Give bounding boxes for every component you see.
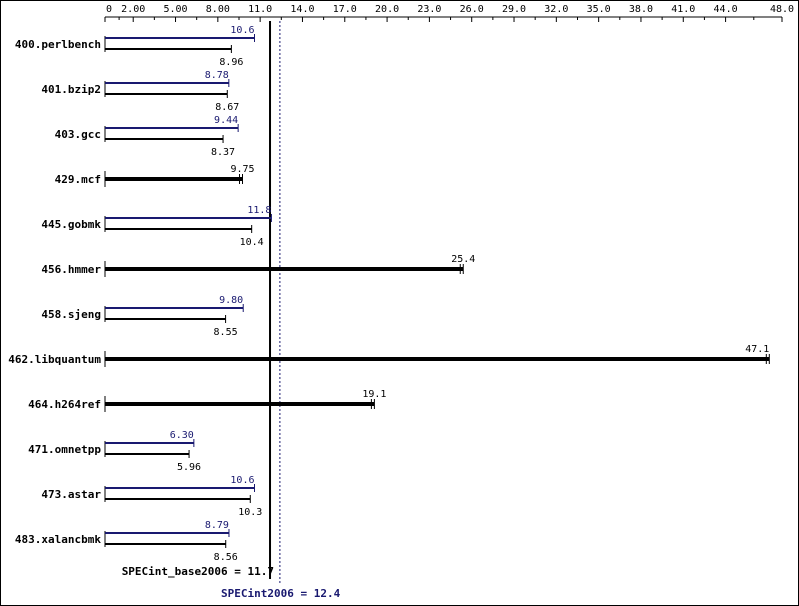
- reference-label-base: SPECint_base2006 = 11.7: [122, 565, 274, 578]
- benchmark-label: 429.mcf: [55, 173, 101, 186]
- bar-base-label: 10.3: [238, 507, 262, 518]
- bar-peak-label: 9.80: [219, 295, 243, 306]
- bar-peak-label: 11.8: [247, 205, 271, 216]
- x-tick-label: 35.0: [587, 4, 611, 15]
- x-tick-label: 38.0: [629, 4, 653, 15]
- bar-peak-label: 8.78: [205, 70, 229, 81]
- labels: SPECint_base2006 = 11.7 SPECint2006 = 12.…: [8, 25, 769, 600]
- benchmark-label: 462.libquantum: [8, 353, 101, 366]
- bar-peak-label: 8.79: [205, 520, 229, 531]
- benchmark-label: 464.h264ref: [28, 398, 101, 411]
- benchmark-label: 458.sjeng: [41, 308, 101, 321]
- bar-base-label: 9.75: [230, 164, 254, 175]
- benchmark-label: 445.gobmk: [41, 218, 101, 231]
- benchmark-label: 403.gcc: [55, 128, 101, 141]
- x-tick-label: 41.0: [671, 4, 695, 15]
- x-tick-label: 14.0: [290, 4, 314, 15]
- reference-lines: [269, 21, 281, 584]
- bar-base-label: 8.37: [211, 147, 235, 158]
- x-axis: 0 2.00 5.00 8.00 11.0 14.0 17.0 20.0 23.0 26.0 29.…: [104, 4, 794, 22]
- x-tick-label: 2.00: [121, 4, 145, 15]
- bar-base-label: 8.55: [214, 327, 238, 338]
- x-tick-label: 48.0: [770, 4, 794, 15]
- bar-base-label: 19.1: [362, 389, 386, 400]
- x-tick-label: 17.0: [333, 4, 357, 15]
- benchmark-label: 400.perlbench: [15, 38, 101, 51]
- benchmark-label: 473.astar: [41, 488, 101, 501]
- bar-base-label: 8.96: [219, 57, 243, 68]
- benchmark-label: 483.xalancbmk: [15, 533, 101, 546]
- bar-peak-label: 10.6: [230, 25, 254, 36]
- x-tick-label: 44.0: [714, 4, 738, 15]
- x-tick-label: 11.0: [248, 4, 272, 15]
- bar-peak-label: 9.44: [214, 115, 238, 126]
- bar-base-label: 47.1: [745, 344, 769, 355]
- x-tick-label: 29.0: [502, 4, 526, 15]
- bar-peak-label: 6.30: [170, 430, 194, 441]
- x-tick-label: 8.00: [206, 4, 230, 15]
- benchmark-label: 401.bzip2: [41, 83, 101, 96]
- benchmark-label: 471.omnetpp: [28, 443, 101, 456]
- bar-base-label: 8.56: [214, 552, 238, 563]
- bar-base-label: 25.4: [451, 254, 475, 265]
- x-tick-label: 32.0: [544, 4, 568, 15]
- bar-base-label: 8.67: [215, 102, 239, 113]
- bar-base-label: 10.4: [240, 237, 264, 248]
- bar-peak-label: 10.6: [230, 475, 254, 486]
- bar-base-label: 5.96: [177, 462, 201, 473]
- x-tick-label: 20.0: [375, 4, 399, 15]
- bars: [104, 34, 770, 548]
- x-tick-label: 26.0: [460, 4, 484, 15]
- x-tick-label: 23.0: [417, 4, 441, 15]
- x-tick-label: 5.00: [163, 4, 187, 15]
- benchmark-label: 456.hmmer: [41, 263, 101, 276]
- x-tick-label: 0: [106, 4, 112, 15]
- reference-label-peak: SPECint2006 = 12.4: [221, 587, 341, 600]
